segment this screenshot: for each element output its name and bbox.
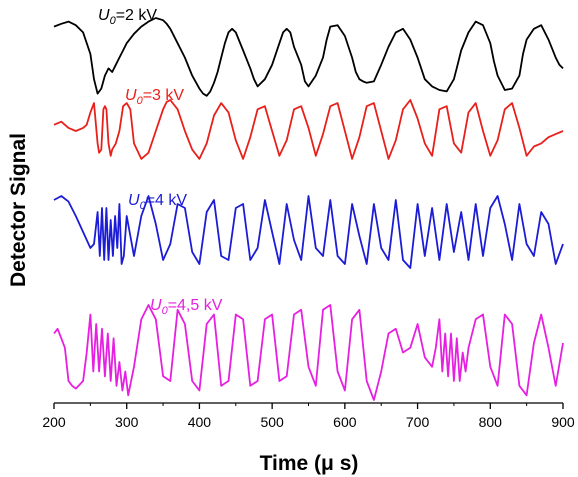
- y-axis-title: Detector Signal: [7, 133, 30, 287]
- series-layer: [53, 17, 564, 401]
- x-tick-label-4: 500: [260, 414, 284, 430]
- series-label-1: U0=2 kV: [98, 7, 157, 27]
- x-tick-label-6: 700: [406, 414, 430, 430]
- series-line-3: [53, 195, 564, 269]
- x-tick-label-2: 300: [115, 414, 139, 430]
- series-line-1: [53, 17, 564, 97]
- series-line-2: [53, 99, 564, 160]
- series-label-3: U0=4 kV: [128, 192, 187, 212]
- series-label-4: U0=4,5 kV: [150, 297, 223, 317]
- x-tick-label-3: 400: [188, 414, 212, 430]
- x-tick-label-8: 900: [551, 414, 575, 430]
- series-label-2: U0=3 kV: [125, 87, 184, 107]
- x-axis: 200 300 400 500 600 700 800 900: [42, 402, 575, 430]
- series-labels: U0=2 kV U0=3 kV U0=4 kV U0=4,5 kV: [98, 7, 223, 317]
- series-line-4: [53, 304, 564, 401]
- x-tick-label-1: 200: [42, 414, 66, 430]
- x-tick-label-7: 800: [479, 414, 503, 430]
- x-axis-title: Time (μ s): [260, 452, 359, 475]
- x-tick-label-5: 600: [333, 414, 357, 430]
